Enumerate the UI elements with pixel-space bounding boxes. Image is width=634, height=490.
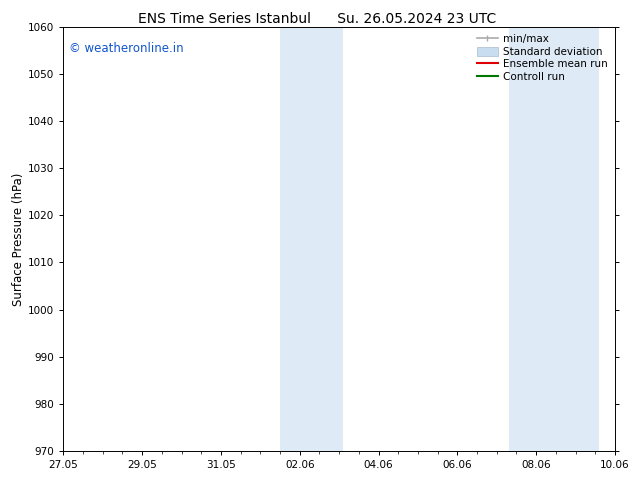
Y-axis label: Surface Pressure (hPa): Surface Pressure (hPa): [12, 172, 25, 306]
Text: © weatheronline.in: © weatheronline.in: [69, 42, 183, 55]
Bar: [280, 27, 343, 451]
Bar: [508, 27, 599, 451]
Text: ENS Time Series Istanbul      Su. 26.05.2024 23 UTC: ENS Time Series Istanbul Su. 26.05.2024 …: [138, 12, 496, 26]
Legend: min/max, Standard deviation, Ensemble mean run, Controll run: min/max, Standard deviation, Ensemble me…: [475, 32, 610, 84]
